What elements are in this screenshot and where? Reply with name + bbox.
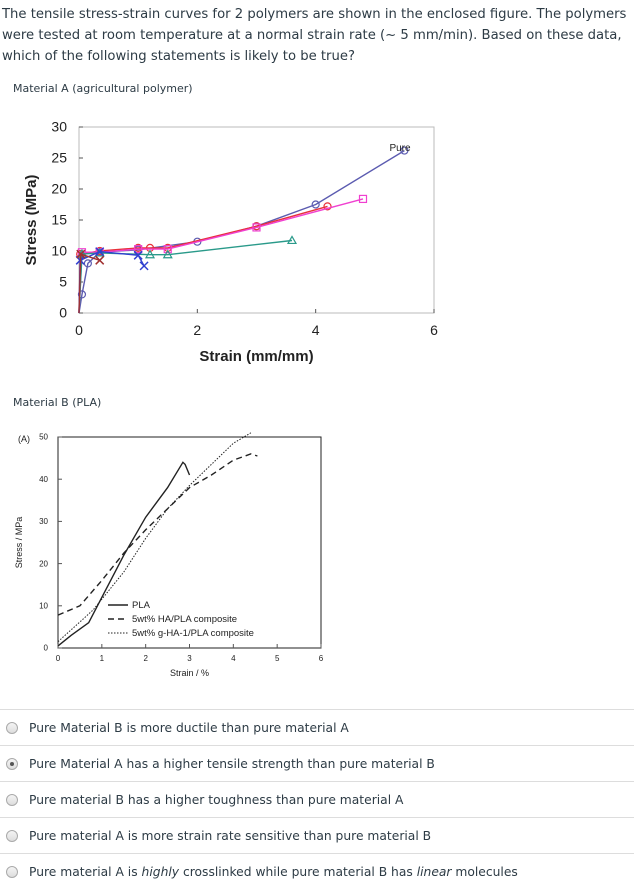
answer-option[interactable]: Pure material B has a higher toughness t… (0, 781, 634, 818)
y-tick-label: 40 (39, 475, 48, 484)
data-point (76, 249, 86, 259)
x-tick-label: 2 (193, 322, 201, 338)
x-tick-label: 3 (187, 654, 192, 663)
answer-option-label[interactable]: Pure material A is highly crosslinked wh… (29, 865, 518, 879)
question-text: The tensile stress-strain curves for 2 p… (2, 7, 627, 64)
x-tick-label: 4 (231, 654, 236, 663)
label-text: Pure Material A has a higher tensile str… (29, 757, 435, 771)
chart-material-a: 0 5 10 15 20 25 30 0 2 4 6 Strain (mm/mm) Stress (MP… (23, 119, 438, 365)
series-line (78, 250, 145, 314)
x-axis-label: Strain / % (170, 668, 209, 678)
data-point (133, 250, 143, 260)
legend-label: 5wt% HA/PLA composite (132, 614, 237, 625)
label-text: highly (141, 865, 180, 879)
y-axis-label: Stress (MPa) (23, 175, 40, 266)
data-point (134, 245, 143, 254)
radio-button[interactable] (6, 866, 18, 878)
answer-option-label[interactable]: Pure Material B is more ductile than pur… (29, 721, 349, 735)
series-line (78, 150, 405, 314)
pure-annotation: Pure (389, 143, 411, 154)
data-point (95, 255, 105, 265)
y-tick-label: 0 (59, 305, 67, 321)
caption-material-b: Material B (PLA) (13, 396, 102, 409)
data-point (400, 146, 409, 155)
y-tick-label: 25 (51, 150, 67, 166)
x-tick-label: 2 (143, 654, 148, 663)
data-point (163, 245, 172, 254)
y-axis-label: Stress / MPa (14, 517, 24, 569)
legend-label: 5wt% g-HA-1/PLA composite (132, 628, 254, 639)
y-tick-label: 30 (51, 119, 67, 135)
label-text: Pure Material B is more ductile than pur… (29, 721, 349, 735)
x-tick-label: 5 (275, 654, 280, 663)
data-point (162, 249, 173, 259)
label-text: crosslinked while pure material B has (179, 865, 417, 879)
y-tick-label: 30 (39, 517, 48, 526)
data-point (323, 202, 332, 211)
data-point (144, 249, 156, 259)
y-tick-label: 0 (44, 644, 49, 653)
panel-label: (A) (18, 434, 30, 444)
answer-option-label[interactable]: Pure material A is more strain rate sens… (29, 829, 431, 843)
y-tick-label: 15 (51, 212, 67, 228)
series-line (78, 205, 328, 314)
data-point (139, 261, 149, 271)
series-line (57, 432, 252, 643)
y-tick-label: 50 (39, 433, 48, 442)
x-tick-label: 6 (319, 654, 324, 663)
data-point (83, 259, 92, 268)
answer-option[interactable]: Pure material A is highly crosslinked wh… (0, 853, 634, 890)
x-tick-label: 4 (312, 322, 320, 338)
label-text: Pure material A is more strain rate sens… (29, 829, 432, 843)
legend-label: PLA (132, 600, 151, 611)
x-axis-label: Strain (mm/mm) (199, 348, 313, 365)
data-point (77, 290, 87, 299)
series-line (57, 453, 258, 616)
radio-button[interactable] (6, 794, 18, 806)
label-text: linear (416, 865, 452, 879)
x-tick-label: 1 (100, 654, 105, 663)
x-tick-label: 0 (75, 322, 83, 338)
radio-button[interactable] (6, 830, 18, 842)
data-point (358, 194, 368, 204)
label-text: Pure material B has a higher toughness t… (29, 793, 404, 807)
y-tick-label: 5 (59, 274, 67, 290)
data-point (252, 223, 261, 232)
y-tick-label: 20 (39, 559, 48, 568)
data-point (286, 235, 298, 245)
chart-material-b: 0 10 20 30 40 50 0 1 2 3 4 5 6 Strain / % Stress / MPa… (14, 432, 324, 678)
y-tick-label: 20 (51, 181, 67, 197)
y-tick-label: 10 (51, 243, 67, 259)
label-text: Pure material A is (29, 865, 142, 879)
radio-button[interactable] (6, 722, 18, 734)
answer-option-label[interactable]: Pure Material A has a higher tensile str… (29, 757, 435, 771)
x-tick-label: 0 (56, 654, 61, 663)
caption-material-a: Material A (agricultural polymer) (13, 82, 193, 95)
series-line (57, 461, 191, 647)
y-tick-label: 10 (39, 601, 48, 610)
answer-option[interactable]: Pure Material A has a higher tensile str… (0, 745, 634, 782)
x-tick-label: 6 (430, 322, 438, 338)
plot-frame (78, 126, 435, 314)
data-point (311, 200, 320, 209)
label-text: molecules (451, 865, 518, 879)
answer-option[interactable]: Pure material A is more strain rate sens… (0, 817, 634, 854)
answer-option[interactable]: Pure Material B is more ductile than pur… (0, 709, 634, 746)
data-point (95, 247, 105, 257)
series-line (78, 198, 364, 314)
radio-button[interactable] (6, 758, 18, 770)
answer-option-label[interactable]: Pure material B has a higher toughness t… (29, 793, 403, 807)
